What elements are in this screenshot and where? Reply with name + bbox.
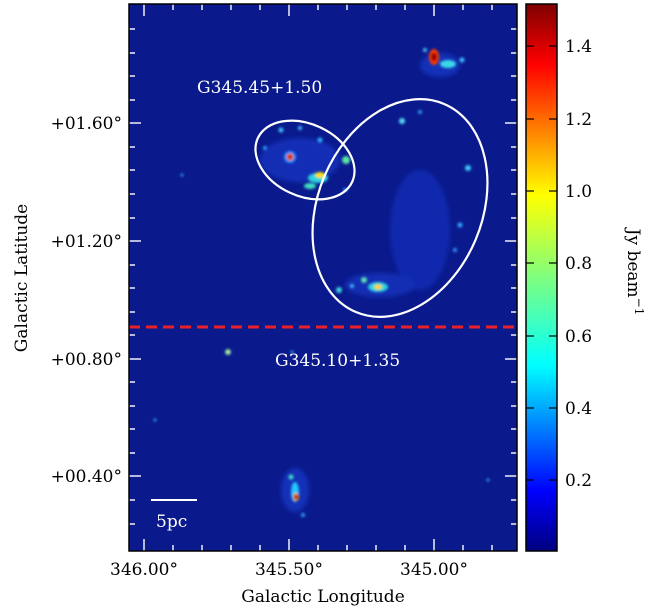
colorbar-title: Jy beam−1	[623, 227, 646, 316]
colorbar-title-exponent: −1	[632, 298, 646, 316]
scale-bar-label: 5pc	[156, 512, 187, 532]
colorbar-tick-label: 0.6	[565, 327, 592, 347]
x-axis: 346.00° 345.50° 345.00° Galactic Longitu…	[110, 560, 468, 607]
colorbar-tick-label: 0.8	[565, 254, 592, 274]
colorbar: 1.4 1.2 1.0 0.8 0.6 0.4 0.2 Jy beam−1	[525, 3, 646, 552]
colorbar-tick-label: 0.4	[565, 399, 592, 419]
colorbar-title-main: Jy beam	[623, 227, 643, 298]
x-tick-label: 345.50°	[255, 560, 323, 580]
colorbar-tick-label: 1.0	[565, 182, 592, 202]
y-axis: +01.60° +01.20° +00.80° +00.40° Galactic…	[12, 114, 122, 487]
colorbar-tick-label: 1.4	[565, 37, 592, 57]
y-tick-label: +01.60°	[51, 114, 122, 134]
svg-text:Jy beam−1: Jy beam−1	[623, 227, 646, 316]
colorbar-tick-label: 1.2	[565, 110, 592, 130]
map-frame	[128, 3, 518, 552]
region-ellipse-large	[311, 98, 489, 318]
x-tick-label: 345.00°	[400, 560, 468, 580]
y-axis-title: Galactic Latitude	[12, 204, 32, 352]
emission-features	[129, 48, 517, 517]
colorbar-gradient	[525, 3, 558, 552]
x-axis-title: Galactic Longitude	[241, 587, 405, 607]
colorbar-ticks	[526, 45, 557, 481]
y-tick-label: +00.40°	[51, 467, 122, 487]
map-panel: G345.45+1.50 G345.10+1.35 5pc	[128, 3, 518, 552]
x-tick-label: 346.00°	[110, 560, 178, 580]
region-label-g345.45: G345.45+1.50	[197, 78, 322, 98]
region-ellipse-small	[254, 119, 356, 201]
map-ticks	[129, 4, 517, 551]
y-tick-label: +00.80°	[51, 350, 122, 370]
region-label-g345.10: G345.10+1.35	[275, 351, 400, 371]
map-background	[129, 4, 517, 551]
colorbar-tick-label: 0.2	[565, 471, 592, 491]
y-tick-label: +01.20°	[51, 232, 122, 252]
